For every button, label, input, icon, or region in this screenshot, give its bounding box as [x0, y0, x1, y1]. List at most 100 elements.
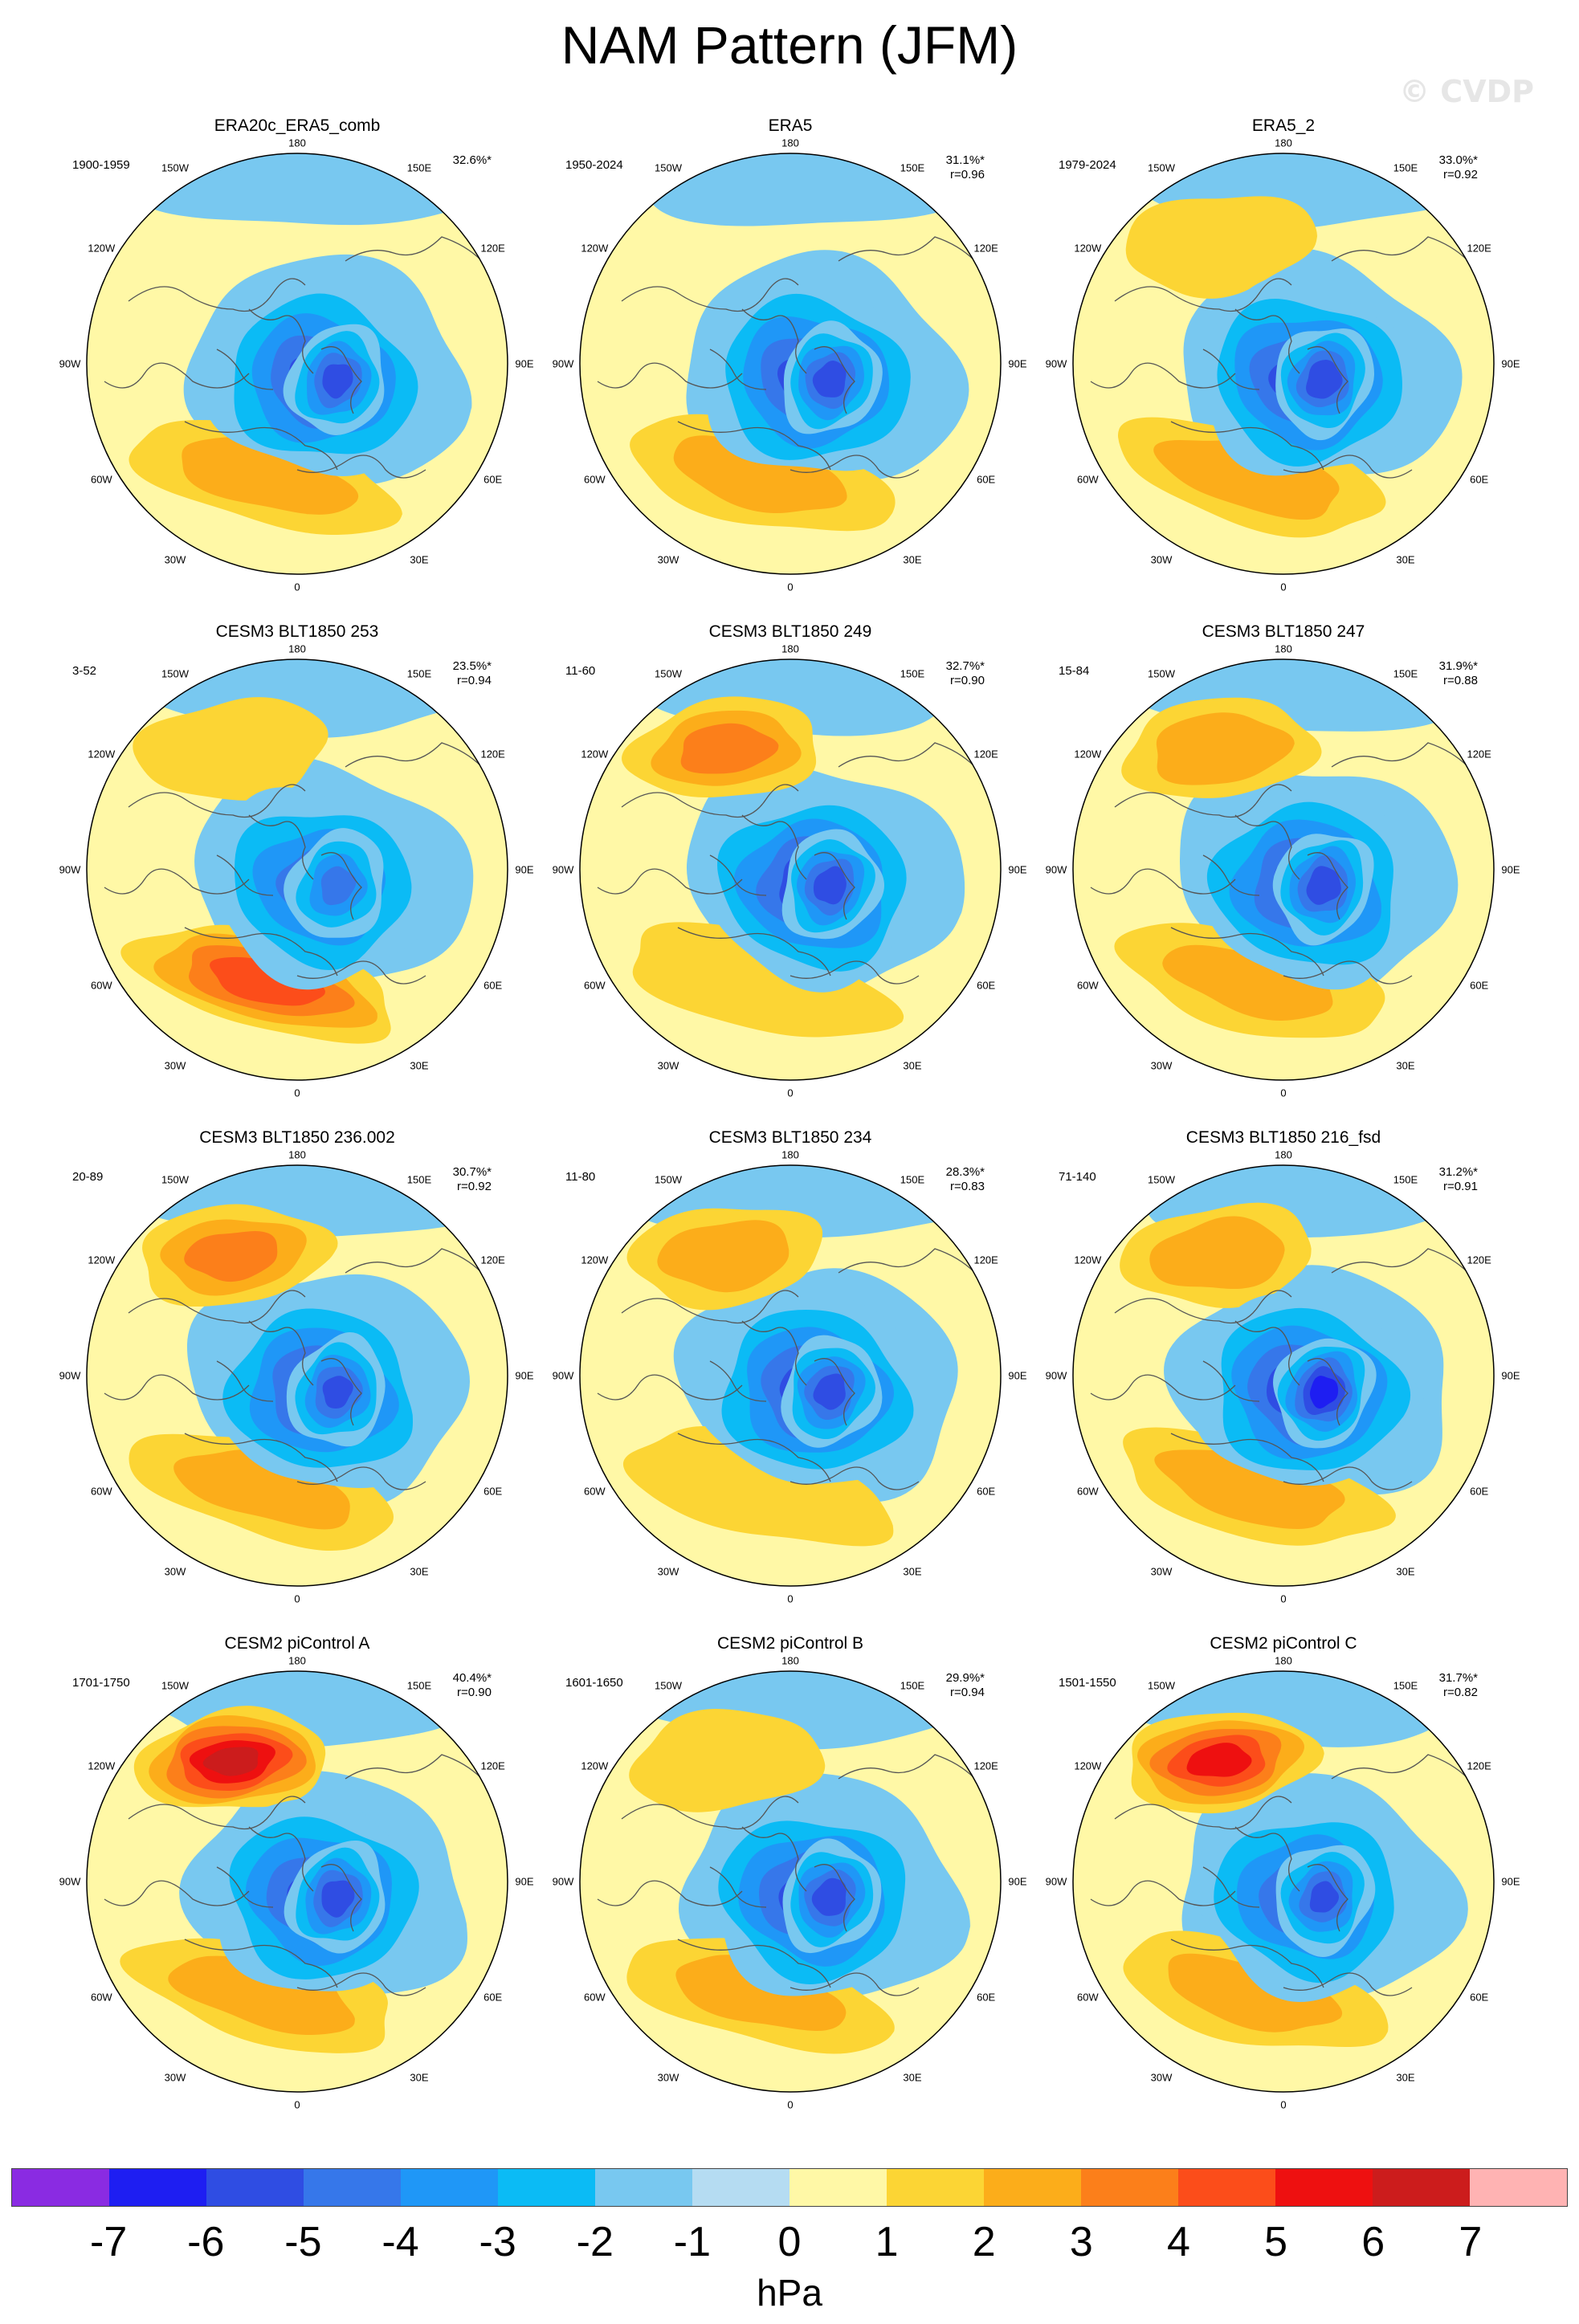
longitude-label: 30W — [657, 1059, 679, 1072]
longitude-label: 60E — [977, 979, 996, 992]
coastline — [790, 960, 920, 985]
map-boundary — [579, 1670, 1002, 2093]
coastline — [1090, 1374, 1236, 1401]
map-panel: CESM3 BLT1850 236.002 20-89 30.7%* r=0.92 18… — [56, 1128, 538, 1626]
longitude-label: 60E — [1470, 979, 1489, 992]
colorbar-swatch — [1470, 2169, 1567, 2206]
variance-explained: 32.6%* — [452, 153, 492, 167]
coastline — [1202, 349, 1260, 390]
variance-explained: 31.9%* — [1438, 659, 1478, 673]
longitude-label: 30W — [1150, 1059, 1173, 1072]
longitude-label: 90E — [1008, 1875, 1027, 1888]
variance-explained: 28.3%* — [945, 1165, 985, 1179]
panel-period: 1950-2024 — [565, 158, 623, 172]
atlantic-high-contour — [1168, 1953, 1343, 2032]
longitude-label: 120E — [1467, 748, 1491, 760]
colorbar-tick-label: -7 — [90, 2219, 128, 2265]
polar-map — [86, 1670, 508, 2093]
longitude-label: 90E — [515, 863, 534, 876]
coastline — [1170, 927, 1324, 976]
coastline — [128, 1290, 306, 1324]
longitude-label: 30E — [903, 1059, 922, 1072]
coastline — [216, 854, 274, 896]
coastline — [1331, 1754, 1469, 1780]
pacific-high-contour — [1149, 1216, 1285, 1290]
longitude-label: 30W — [657, 553, 679, 566]
coastline — [296, 960, 426, 985]
coastline — [597, 868, 743, 895]
longitude-label: 0 — [1280, 581, 1287, 593]
longitude-label: 180 — [288, 642, 306, 655]
coastline — [320, 852, 362, 920]
panel-title: CESM3 BLT1850 247 — [1202, 622, 1365, 641]
coastline — [1090, 362, 1236, 389]
panel-stats: 29.9%* r=0.94 — [946, 1671, 985, 1700]
longitude-label: 30W — [1150, 553, 1173, 566]
pattern-correlation: r=0.92 — [457, 1180, 492, 1193]
panel-stats: 23.5%* r=0.94 — [453, 659, 492, 688]
longitude-label: 150W — [1148, 1173, 1176, 1186]
panel-period: 1501-1550 — [1059, 1676, 1116, 1690]
coastline — [597, 1880, 743, 1906]
panel-period: 1900-1959 — [72, 158, 130, 172]
longitude-label: 150W — [161, 1173, 190, 1186]
longitude-label: 60W — [90, 1485, 112, 1498]
longitude-label: 60W — [1076, 473, 1099, 486]
panel-stats: 40.4%* r=0.90 — [453, 1671, 492, 1700]
polar-map — [86, 658, 508, 1081]
map-boundary — [86, 1670, 508, 2093]
colorbar-tick-label: 0 — [777, 2219, 802, 2265]
colorbar-swatch — [790, 2169, 887, 2206]
colorbar-tick-label: 6 — [1361, 2219, 1385, 2265]
variance-explained: 33.0%* — [1438, 153, 1478, 167]
north-pacific-belt-contour — [639, 153, 993, 226]
longitude-label: 150E — [406, 1679, 432, 1692]
coastline — [248, 814, 314, 880]
longitude-label: 60W — [583, 473, 606, 486]
longitude-label: 120W — [1074, 242, 1102, 255]
longitude-label: 0 — [294, 581, 300, 593]
longitude-label: 30E — [410, 1565, 429, 1578]
panel-title: CESM3 BLT1850 216_fsd — [1185, 1128, 1381, 1147]
longitude-label: 30E — [1396, 553, 1415, 566]
longitude-label: 180 — [288, 137, 306, 149]
panel-title: CESM2 piControl C — [1210, 1634, 1357, 1653]
polar-map — [1072, 153, 1495, 575]
longitude-label: 120E — [973, 1759, 998, 1772]
polar-map — [579, 658, 1002, 1081]
pattern-correlation: r=0.96 — [950, 168, 985, 181]
longitude-label: 180 — [781, 1654, 799, 1667]
longitude-label: 90W — [59, 1369, 81, 1382]
longitude-label: 90W — [1045, 357, 1067, 370]
longitude-label: 90E — [1008, 863, 1027, 876]
arctic-low-core-contour — [322, 1376, 353, 1409]
panel-period: 20-89 — [72, 1170, 104, 1184]
coastline — [621, 1290, 799, 1324]
longitude-label: 120W — [88, 1254, 116, 1266]
coastline — [1090, 1880, 1236, 1906]
coastline — [1283, 1972, 1413, 1996]
longitude-label: 30E — [1396, 1565, 1415, 1578]
longitude-label: 150W — [161, 1679, 190, 1692]
coastline — [320, 1358, 362, 1426]
coastline — [1170, 1433, 1324, 1482]
coastline — [741, 308, 807, 374]
longitude-label: 60E — [1470, 1991, 1489, 2004]
panel-title: CESM2 piControl B — [716, 1634, 864, 1653]
coastline — [1307, 1358, 1348, 1426]
panel-period: 11-60 — [565, 664, 596, 678]
coastline — [1234, 1320, 1300, 1386]
coastline — [216, 1360, 274, 1402]
panel-period: 15-84 — [1059, 664, 1090, 678]
longitude-label: 30W — [164, 553, 186, 566]
longitude-label: 120E — [480, 242, 505, 255]
coastline — [104, 1880, 250, 1906]
longitude-label: 150W — [655, 161, 683, 174]
longitude-label: 180 — [781, 642, 799, 655]
longitude-label: 90E — [1501, 357, 1520, 370]
coastline — [184, 421, 338, 471]
longitude-label: 120E — [973, 1254, 998, 1266]
coastline — [741, 1320, 807, 1386]
coastline — [248, 1826, 314, 1892]
arctic-low-core-contour — [1306, 866, 1341, 905]
